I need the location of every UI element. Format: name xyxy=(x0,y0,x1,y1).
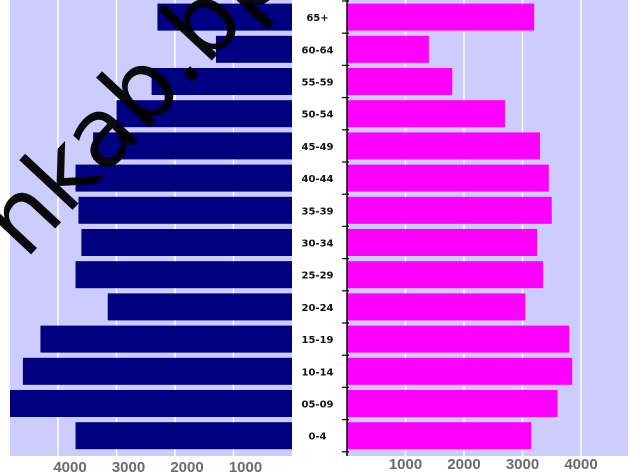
bar-left-05-09 xyxy=(10,390,292,417)
age-label-15-19: 15-19 xyxy=(302,335,334,346)
age-label-30-34: 30-34 xyxy=(302,239,334,250)
bar-left-35-39 xyxy=(78,196,292,224)
bar-right-35-39 xyxy=(347,196,552,224)
bar-right-05-09 xyxy=(347,390,558,417)
bar-left-25-29 xyxy=(75,261,292,289)
tick-label-left: 1000 xyxy=(229,459,262,476)
age-label-55-59: 55-59 xyxy=(302,78,334,89)
bar-left-10-14 xyxy=(22,357,293,385)
bar-left-50-54 xyxy=(116,100,292,128)
bar-right-40-44 xyxy=(347,164,549,192)
age-label-0-4: 0-4 xyxy=(308,432,326,443)
bar-left-20-24 xyxy=(107,293,292,321)
age-label-65+: 65+ xyxy=(306,13,328,24)
tick-label-right: 3000 xyxy=(506,456,539,473)
age-label-05-09: 05-09 xyxy=(302,400,334,411)
age-label-20-24: 20-24 xyxy=(302,303,334,314)
age-label-35-39: 35-39 xyxy=(302,206,334,217)
tick-label-left: 4000 xyxy=(53,459,86,476)
bar-right-50-54 xyxy=(347,100,505,128)
age-label-40-44: 40-44 xyxy=(302,174,334,185)
tick-label-left: 3000 xyxy=(112,459,145,476)
age-label-10-14: 10-14 xyxy=(302,367,334,378)
tick-label-right: 1000 xyxy=(389,456,422,473)
bar-right-55-59 xyxy=(347,68,453,95)
age-label-45-49: 45-49 xyxy=(302,142,334,153)
bar-left-0-4 xyxy=(75,422,292,450)
bar-left-65+ xyxy=(157,3,292,31)
tick-label-left: 2000 xyxy=(170,459,203,476)
bar-left-55-59 xyxy=(151,68,292,95)
bar-left-45-49 xyxy=(93,132,292,160)
bar-right-30-34 xyxy=(347,229,538,256)
bar-left-60-64 xyxy=(215,35,292,63)
bar-left-40-44 xyxy=(75,164,292,192)
bar-right-25-29 xyxy=(347,261,543,289)
bar-right-65+ xyxy=(347,3,535,31)
age-label-25-29: 25-29 xyxy=(302,271,334,282)
bar-left-15-19 xyxy=(40,325,293,353)
tick-label-right: 4000 xyxy=(564,456,597,473)
bar-right-45-49 xyxy=(347,132,541,160)
bar-right-20-24 xyxy=(347,293,526,321)
bar-left-30-34 xyxy=(81,229,293,256)
tick-label-right: 2000 xyxy=(447,456,480,473)
bar-right-60-64 xyxy=(347,35,429,63)
age-label-60-64: 60-64 xyxy=(302,45,334,56)
age-label-50-54: 50-54 xyxy=(302,110,334,121)
bar-right-10-14 xyxy=(347,357,573,385)
bar-right-15-19 xyxy=(347,325,570,353)
bar-right-0-4 xyxy=(347,422,532,450)
